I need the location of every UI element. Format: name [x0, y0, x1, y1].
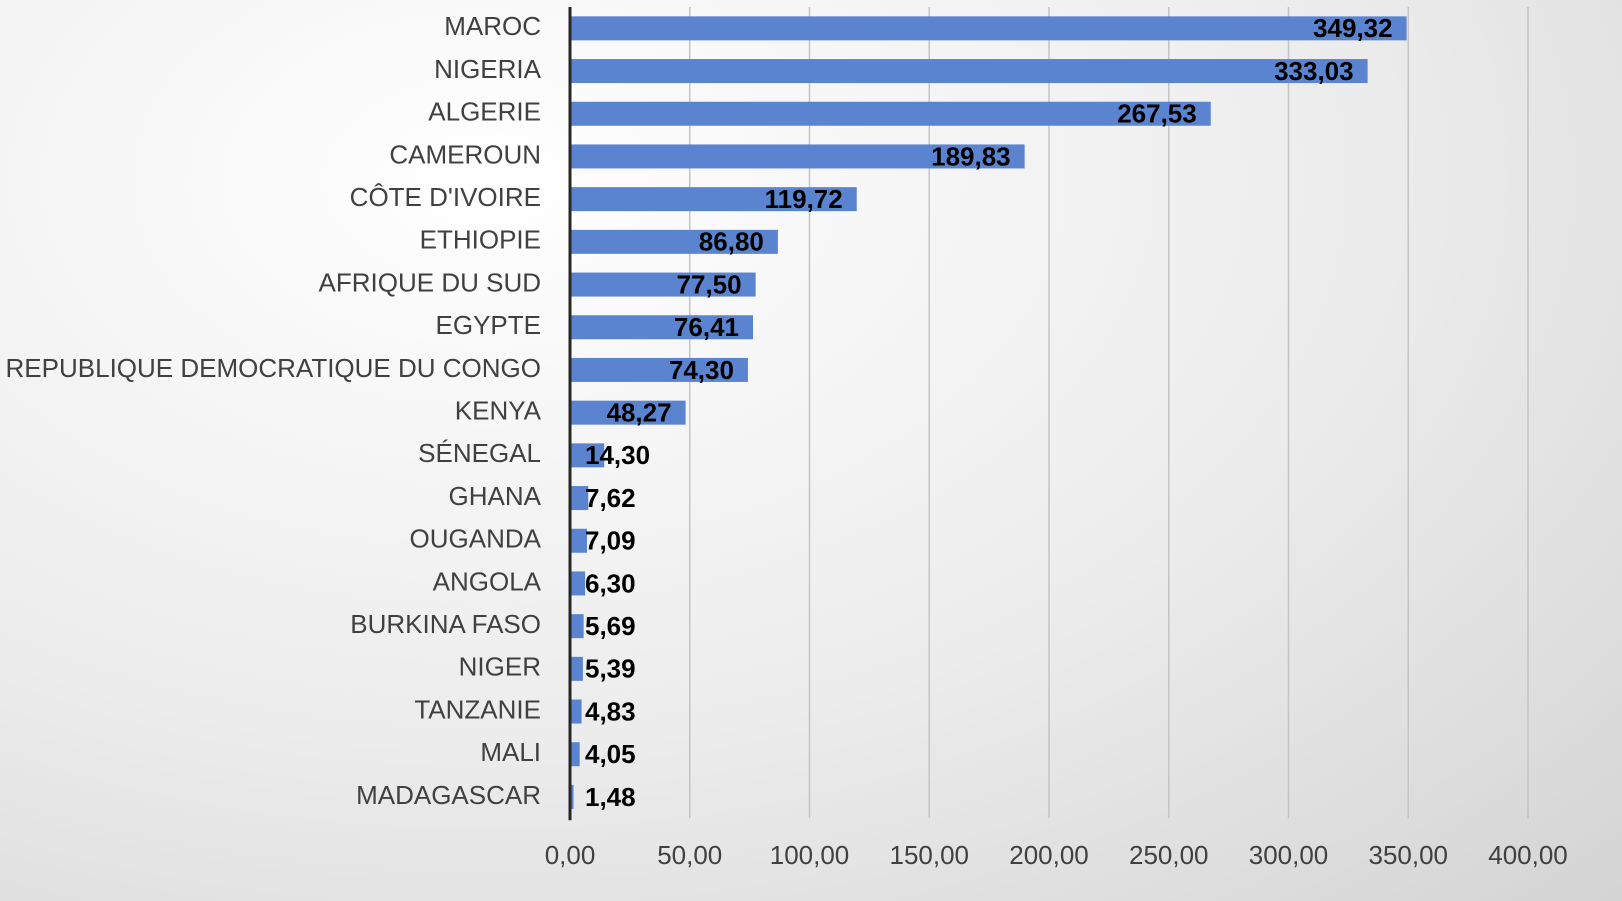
- y-tick-label: NIGERIA: [434, 54, 542, 84]
- bar: [570, 16, 1407, 41]
- bar: [570, 614, 584, 639]
- data-label: 349,32: [1313, 13, 1393, 43]
- bar: [570, 699, 582, 724]
- data-label: 4,83: [585, 696, 636, 726]
- y-tick-label: CÔTE D'IVOIRE: [350, 182, 541, 212]
- bar: [570, 571, 586, 596]
- data-label: 48,27: [607, 398, 672, 428]
- data-label: 76,41: [674, 312, 739, 342]
- bar: [570, 528, 587, 553]
- data-label: 7,62: [585, 483, 636, 513]
- data-label: 6,30: [585, 568, 636, 598]
- bar: [570, 187, 857, 212]
- x-tick-label: 250,00: [1129, 840, 1209, 870]
- data-label: 119,72: [765, 184, 843, 214]
- x-tick-label: 300,00: [1249, 840, 1329, 870]
- y-tick-label: GHANA: [449, 481, 542, 511]
- bar: [570, 443, 605, 468]
- data-label: 4,05: [585, 739, 636, 769]
- y-tick-label: MADAGASCAR: [356, 780, 541, 810]
- bar: [570, 272, 756, 297]
- x-tick-label: 100,00: [770, 840, 850, 870]
- bar: [570, 59, 1368, 84]
- y-tick-label: TANZANIE: [414, 694, 541, 724]
- y-tick-label: AFRIQUE DU SUD: [319, 267, 541, 297]
- bar: [570, 144, 1025, 169]
- data-label: 5,69: [585, 611, 636, 641]
- y-tick-label: KENYA: [455, 396, 542, 426]
- x-tick-label: 50,00: [657, 840, 722, 870]
- data-label: 267,53: [1117, 99, 1197, 129]
- data-label: 189,83: [931, 141, 1011, 171]
- y-tick-label: MAROC: [444, 11, 541, 41]
- y-tick-label: CAMEROUN: [389, 139, 541, 169]
- y-tick-label: REPUBLIQUE DEMOCRATIQUE DU CONGO: [6, 353, 541, 383]
- bar: [570, 357, 748, 382]
- bar: [570, 229, 778, 254]
- y-tick-label: SÉNEGAL: [418, 438, 541, 468]
- data-label: 1,48: [585, 782, 636, 812]
- x-tick-label: 0,00: [545, 840, 596, 870]
- x-tick-label: 350,00: [1368, 840, 1448, 870]
- bar: [570, 656, 583, 681]
- data-label: 74,30: [669, 355, 734, 385]
- data-label: 7,09: [585, 526, 636, 556]
- y-tick-label: ETHIOPIE: [420, 225, 541, 255]
- x-tick-label: 150,00: [889, 840, 969, 870]
- data-label: 86,80: [699, 227, 764, 257]
- y-tick-label: MALI: [480, 737, 541, 767]
- y-tick-label: BURKINA FASO: [350, 609, 541, 639]
- y-tick-label: EGYPTE: [436, 310, 541, 340]
- y-tick-label: ANGOLA: [433, 566, 542, 596]
- bar: [570, 315, 754, 340]
- data-label: 5,39: [585, 654, 636, 684]
- bar: [570, 742, 580, 767]
- x-tick-label: 400,00: [1488, 840, 1568, 870]
- y-tick-label: NIGER: [459, 652, 541, 682]
- y-tick-label: OUGANDA: [410, 524, 542, 554]
- bar: [570, 784, 574, 809]
- x-tick-label: 200,00: [1009, 840, 1089, 870]
- data-label: 333,03: [1274, 56, 1354, 86]
- data-label: 14,30: [585, 440, 650, 470]
- bar: [570, 486, 589, 511]
- bar: [570, 400, 686, 425]
- bar: [570, 101, 1211, 126]
- data-label: 77,50: [677, 269, 742, 299]
- y-tick-label: ALGERIE: [428, 97, 541, 127]
